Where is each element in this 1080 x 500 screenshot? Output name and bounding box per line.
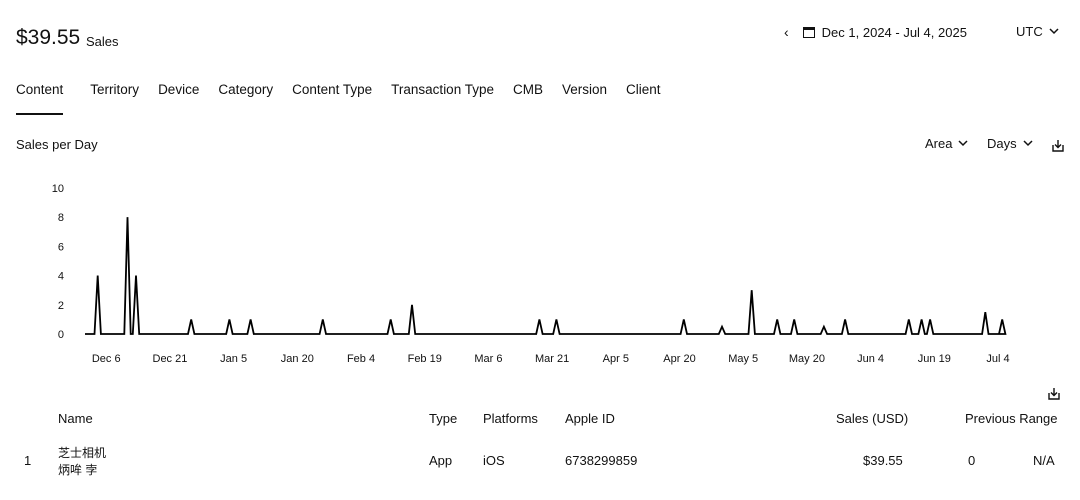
data-point [411,304,413,306]
data-point [190,318,192,320]
data-point [683,318,685,320]
row-previous-range: 0 [968,453,976,468]
data-point [823,326,825,328]
x-tick-label: Apr 20 [663,353,695,365]
data-point [322,318,324,320]
data-point [921,318,923,320]
row-platforms: iOS [483,453,505,468]
x-tick-label: Dec 21 [153,353,188,365]
download-icon[interactable] [1048,387,1060,400]
column-header-platforms[interactable]: Platforms [483,411,538,426]
granularity-label: Days [987,136,1017,151]
data-point [751,289,753,291]
timezone-select[interactable]: UTC [1016,24,1059,39]
y-tick-label: 6 [58,241,64,253]
chart-type-select[interactable]: Area [925,136,968,151]
x-tick-label: Jan 5 [220,353,247,365]
x-tick-label: Dec 6 [92,353,121,365]
chart-type-label: Area [925,136,953,151]
y-tick-label: 4 [58,271,64,283]
y-tick-label: 8 [58,212,64,224]
row-change: N/A [1033,453,1055,468]
dimension-tabs: Content Territory Device Category Content Ty… [16,82,680,115]
x-tick-label: May 20 [789,353,825,365]
row-apple-id: 6738299859 [565,453,638,468]
data-point [776,318,778,320]
column-header-name[interactable]: Name [58,411,93,426]
data-point [126,216,128,218]
tab-territory[interactable]: Territory [90,82,140,97]
row-index: 1 [24,453,32,468]
tab-transaction-type[interactable]: Transaction Type [391,82,494,97]
y-tick-label: 0 [58,329,64,341]
data-point [844,318,846,320]
data-point [538,318,540,320]
total-sales-label: Sales [86,34,119,49]
column-header-sales[interactable]: Sales (USD) [836,411,909,426]
data-point [721,326,723,328]
chevron-left-icon[interactable]: ‹ [784,24,789,40]
chevron-down-icon [958,140,968,147]
timezone-label: UTC [1016,24,1043,39]
row-sales: $39.55 [863,453,903,468]
data-point [390,318,392,320]
data-point [97,275,99,277]
date-range-label[interactable]: Dec 1, 2024 - Jul 4, 2025 [821,24,967,40]
sales-chart: 0 2 4 6 8 10 Dec 6 Dec 21 Jan 5 Jan 20 Feb 4 Feb 1… [52,183,1010,365]
row-name[interactable]: 芝士相机 [58,446,107,460]
tab-content[interactable]: Content [16,82,64,115]
tab-client[interactable]: Client [626,82,661,97]
date-range-picker[interactable]: ‹ Dec 1, 2024 - Jul 4, 2025 [784,24,967,40]
data-point [793,318,795,320]
calendar-icon [802,26,815,38]
x-tick-label: Mar 6 [474,353,502,365]
data-point [984,311,986,313]
data-point [929,318,931,320]
data-point [1001,318,1003,320]
total-sales-amount: $39.55 [16,26,81,49]
x-tick-label: Feb 19 [408,353,442,365]
x-tick-label: Feb 4 [347,353,375,365]
tab-content-type[interactable]: Content Type [292,82,373,97]
chevron-down-icon [1023,140,1033,147]
chart-title: Sales per Day [16,137,98,152]
y-tick-label: 10 [52,183,64,195]
granularity-select[interactable]: Days [987,136,1033,151]
data-point [555,318,557,320]
x-tick-label: Mar 21 [535,353,569,365]
row-type: App [429,453,453,468]
y-tick-label: 2 [58,300,64,312]
column-header-apple-id[interactable]: Apple ID [565,411,615,426]
chevron-down-icon [1049,28,1059,35]
x-tick-label: Jul 4 [986,353,1009,365]
column-header-previous-range[interactable]: Previous Range [965,411,1058,426]
data-point [228,318,230,320]
data-point [908,318,910,320]
tab-version[interactable]: Version [561,82,608,97]
x-tick-label: Jun 4 [857,353,884,365]
tab-category[interactable]: Category [218,82,274,97]
data-point [250,318,252,320]
data-point [135,275,137,277]
x-tick-label: Apr 5 [603,353,629,365]
tab-cmb[interactable]: CMB [512,82,543,97]
tab-device[interactable]: Device [158,82,200,97]
x-tick-label: Jun 19 [918,353,951,365]
column-header-type[interactable]: Type [429,411,458,426]
download-icon[interactable] [1052,139,1064,152]
series-line [85,217,1007,335]
row-developer: 炳哞 孛 [58,463,98,477]
x-tick-label: May 5 [728,353,758,365]
x-tick-label: Jan 20 [281,353,314,365]
